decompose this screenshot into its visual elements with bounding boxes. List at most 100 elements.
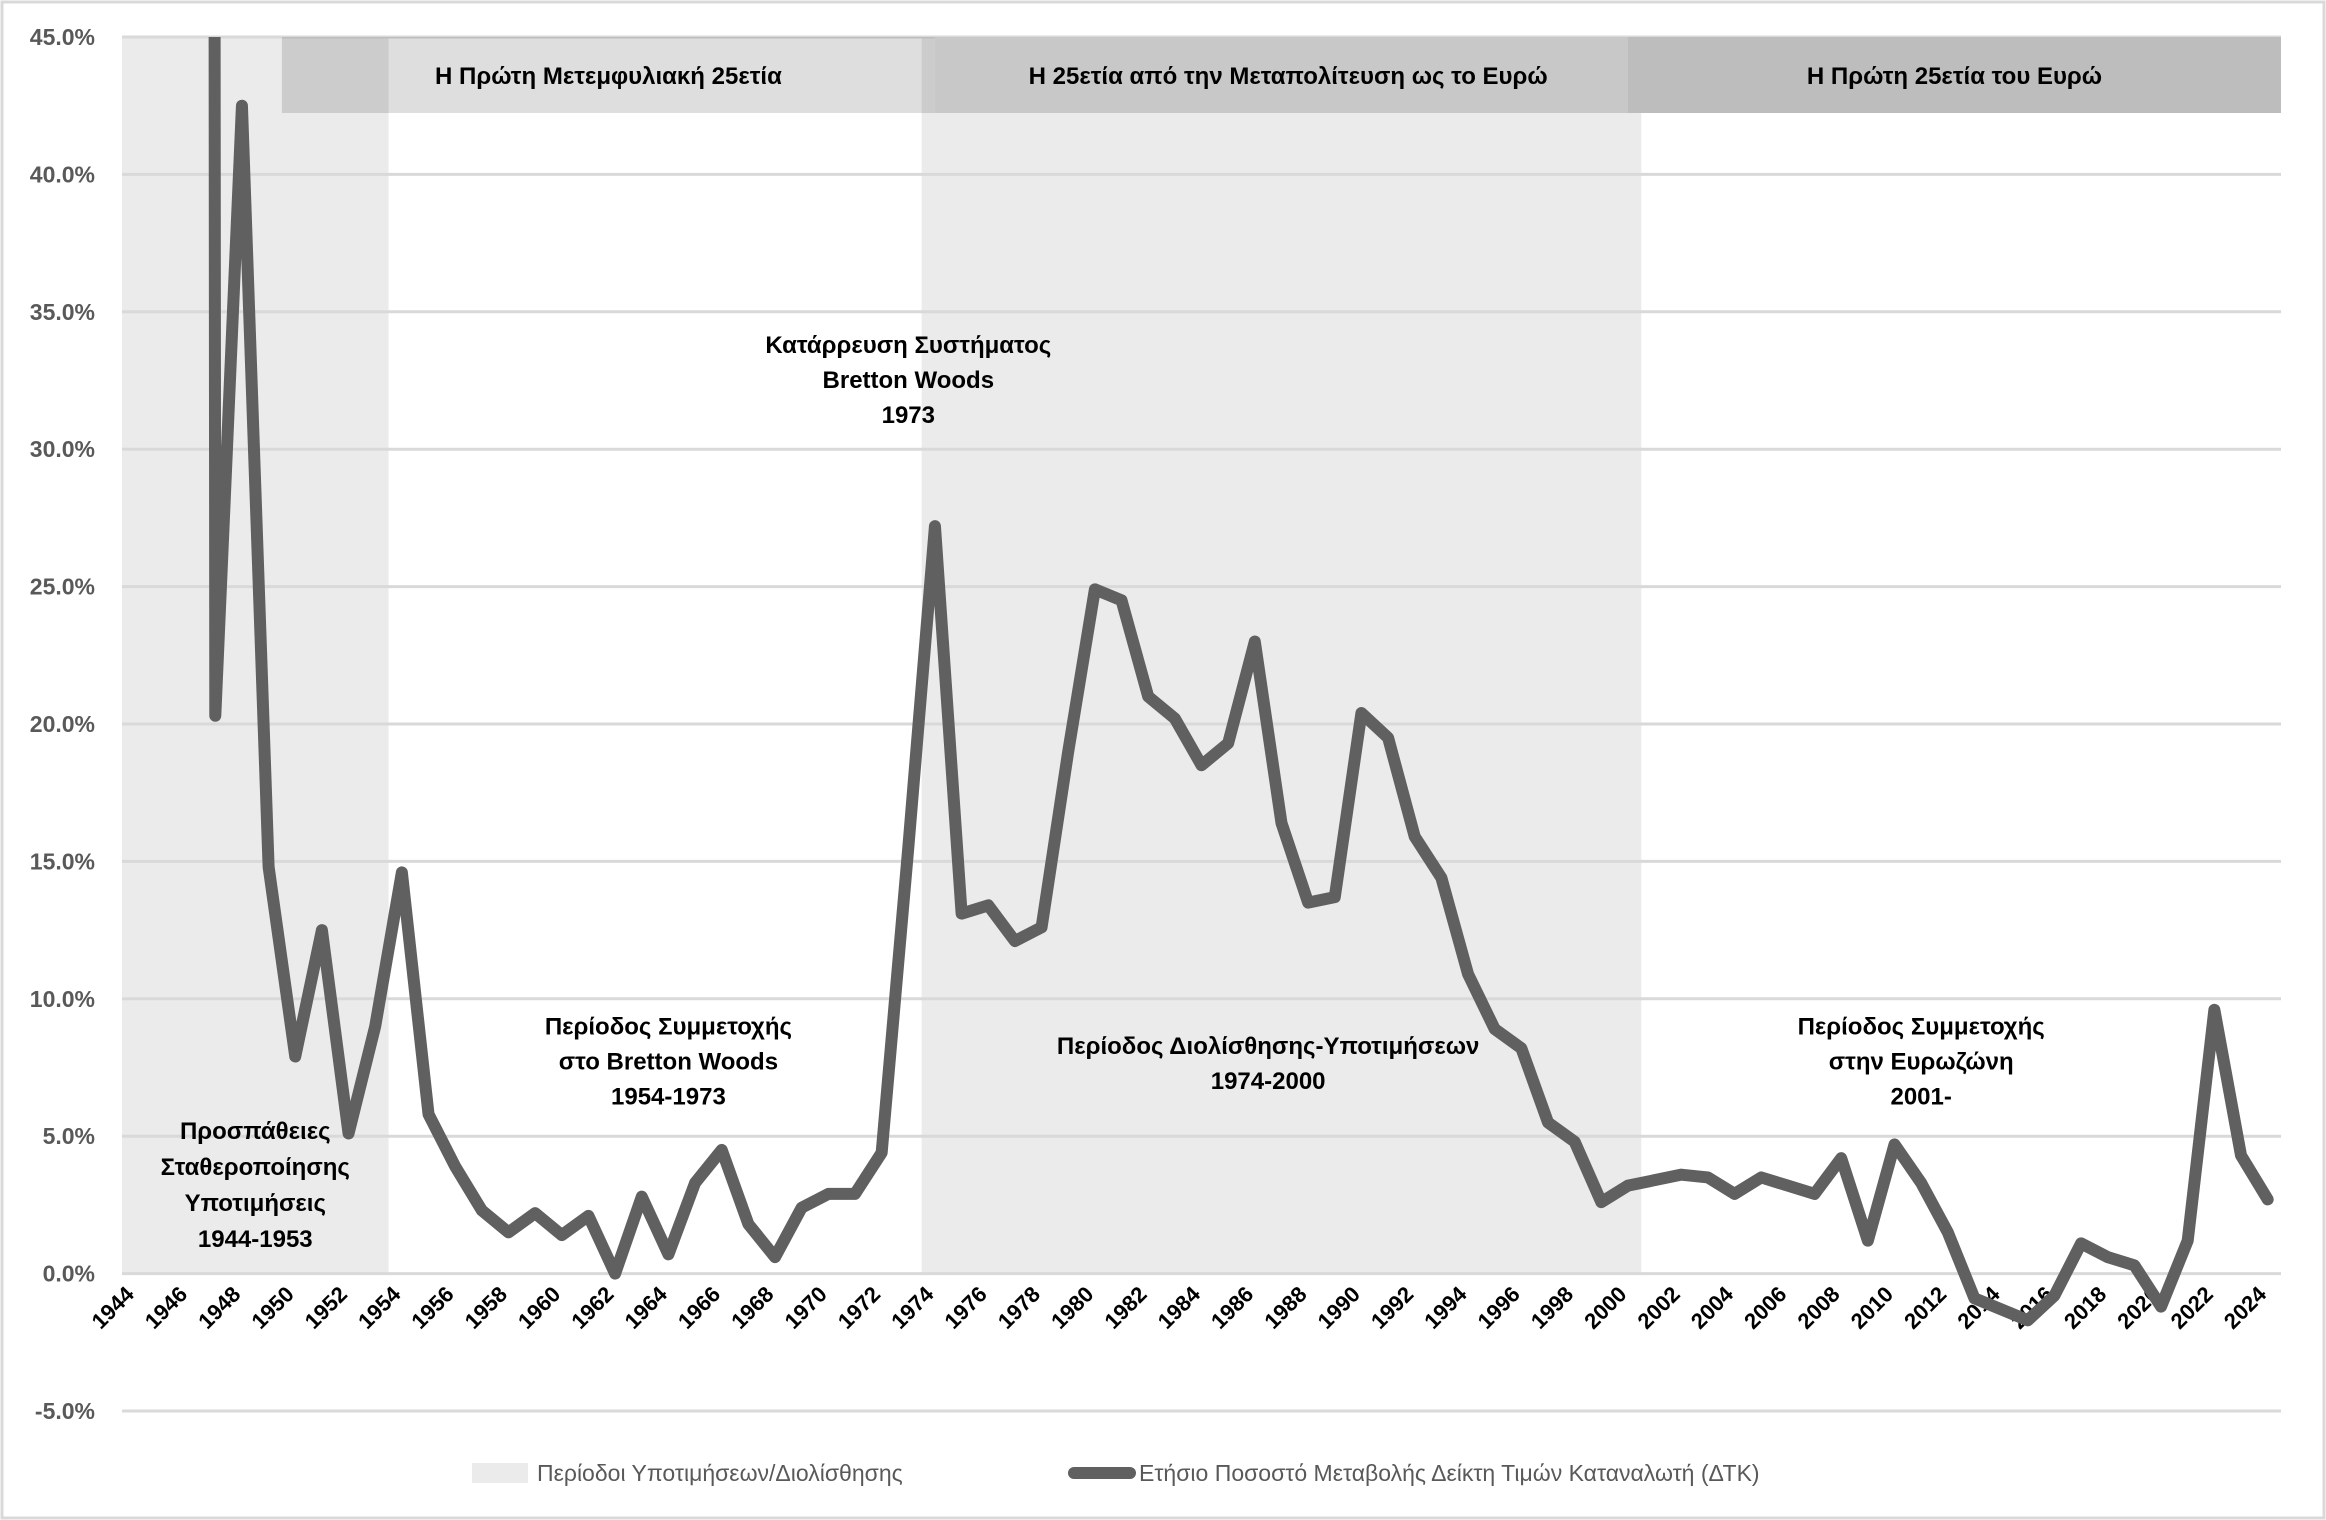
annotation-line: Υποτιμήσεις [185, 1190, 326, 1217]
era-band [934, 37, 1642, 113]
data-point [1387, 736, 1390, 739]
data-point [1253, 640, 1256, 643]
data-point [1440, 876, 1443, 879]
x-tick-label: 1972 [833, 1281, 885, 1333]
data-point [587, 1214, 590, 1217]
annotation-line: στην Ευρωζώνη [1829, 1049, 2014, 1076]
data-point [560, 1234, 563, 1237]
data-point [1840, 1157, 1843, 1160]
x-tick-label: 1994 [1419, 1281, 1472, 1334]
era-label: Η 25ετία από την Μεταπολίτευση ως το Ευρ… [1029, 63, 1548, 90]
data-point [1227, 742, 1230, 745]
y-tick-label: 30.0% [30, 436, 95, 462]
data-point [827, 1192, 830, 1195]
data-point [347, 1132, 350, 1135]
data-point [907, 846, 910, 849]
legend-label-cpi-line: Ετήσιο Ποσοστό Μεταβολής Δείκτη Τιμών Κα… [1139, 1460, 1760, 1486]
x-tick-label: 1954 [353, 1281, 406, 1334]
era-band [281, 37, 935, 113]
data-point [534, 1212, 537, 1215]
x-tick-label: 1968 [726, 1281, 778, 1333]
data-point [1733, 1192, 1736, 1195]
x-tick-label: 1948 [193, 1281, 245, 1333]
data-point [1573, 1140, 1576, 1143]
x-tick-label: 1944 [87, 1281, 140, 1334]
x-tick-label: 1998 [1526, 1281, 1578, 1333]
data-point [2053, 1294, 2056, 1297]
annotation-line: Σταθεροποίησης [161, 1154, 350, 1181]
y-axis-labels: -5.0% 0.0% 5.0% 10.0% 15.0% 20.0% 25.0% 30.0% 35… [30, 24, 95, 1424]
annotation-line: 1974-2000 [1211, 1068, 1326, 1095]
series-line [208, 37, 2274, 1327]
data-point [480, 1209, 483, 1212]
x-tick-label: 1992 [1366, 1281, 1418, 1333]
x-tick-label: 1950 [246, 1281, 298, 1333]
annotation-line: Προσπάθειες [180, 1118, 331, 1145]
y-tick-label: 15.0% [30, 848, 95, 874]
data-point [1866, 1239, 1869, 1242]
annotation-line: Κατάρρευση Συστήματος [765, 332, 1051, 359]
x-tick-label: 2002 [1633, 1281, 1685, 1333]
data-point [374, 1025, 377, 1028]
annotation-line: Bretton Woods [823, 367, 995, 394]
data-point [1093, 588, 1096, 591]
data-point [667, 1253, 670, 1256]
data-point [400, 871, 403, 874]
data-point [1706, 1176, 1709, 1179]
x-tick-label: 1974 [886, 1281, 939, 1334]
data-point [1493, 1028, 1496, 1031]
data-point [774, 1256, 777, 1259]
annotation-line: Περίοδος Διολίσθησης-Υποτιμήσεων [1057, 1033, 1479, 1060]
legend-swatch-shaded-periods [472, 1463, 528, 1483]
x-tick-label: 2004 [1686, 1281, 1739, 1334]
data-point [1520, 1047, 1523, 1050]
data-point [2133, 1264, 2136, 1267]
y-tick-label: 35.0% [30, 299, 95, 325]
data-point [933, 525, 936, 528]
x-tick-label: 1990 [1313, 1281, 1365, 1333]
annotation-line: 1973 [882, 402, 935, 429]
data-point [2266, 1198, 2269, 1201]
x-tick-label: 1988 [1259, 1281, 1311, 1333]
x-tick-label: 1946 [140, 1281, 192, 1333]
data-point [747, 1223, 750, 1226]
x-tick-label: 2006 [1739, 1281, 1791, 1333]
data-point [1360, 712, 1363, 715]
data-point [294, 1055, 297, 1058]
data-point [640, 1195, 643, 1198]
data-point [1760, 1176, 1763, 1179]
data-point [320, 929, 323, 932]
data-point [1467, 973, 1470, 976]
annotation-line: 1944-1953 [198, 1226, 313, 1253]
x-tick-label: 1970 [780, 1281, 832, 1333]
data-point [1280, 821, 1283, 824]
x-tick-label: 1956 [406, 1281, 458, 1333]
y-tick-label: 0.0% [43, 1261, 95, 1287]
data-point [1413, 835, 1416, 838]
y-tick-label: 45.0% [30, 24, 95, 50]
data-point [1946, 1231, 1949, 1234]
x-tick-label: 2010 [1846, 1281, 1898, 1333]
shaded-period [921, 37, 1642, 1274]
annotation-line: Περίοδος Συμμετοχής [545, 1014, 792, 1041]
data-point [1067, 750, 1070, 753]
y-tick-label: 5.0% [43, 1123, 95, 1149]
data-point [1547, 1121, 1550, 1124]
x-tick-label: 1982 [1099, 1281, 1151, 1333]
legend-label-shaded-periods: Περίοδοι Υποτιμήσεων/Διολίσθησης [537, 1460, 903, 1486]
era-label: Η Πρώτη Μετεμφυλιακή 25ετία [435, 63, 782, 90]
y-tick-label: 20.0% [30, 711, 95, 737]
x-tick-label: 1996 [1473, 1281, 1525, 1333]
era-label: Η Πρώτη 25ετία του Ευρώ [1807, 63, 2102, 90]
data-point [1600, 1201, 1603, 1204]
x-tick-label: 1978 [993, 1281, 1045, 1333]
x-tick-label: 1960 [513, 1281, 565, 1333]
data-point [2106, 1256, 2109, 1259]
data-point [614, 1272, 617, 1275]
era-bands: Η Πρώτη Μετεμφυλιακή 25ετία Η 25ετία από … [281, 37, 2281, 113]
x-tick-label: 1958 [460, 1281, 512, 1333]
x-tick-label: 2024 [2219, 1281, 2272, 1334]
annotation-line: Περίοδος Συμμετοχής [1798, 1014, 2045, 1041]
x-tick-label: 2012 [1899, 1281, 1951, 1333]
